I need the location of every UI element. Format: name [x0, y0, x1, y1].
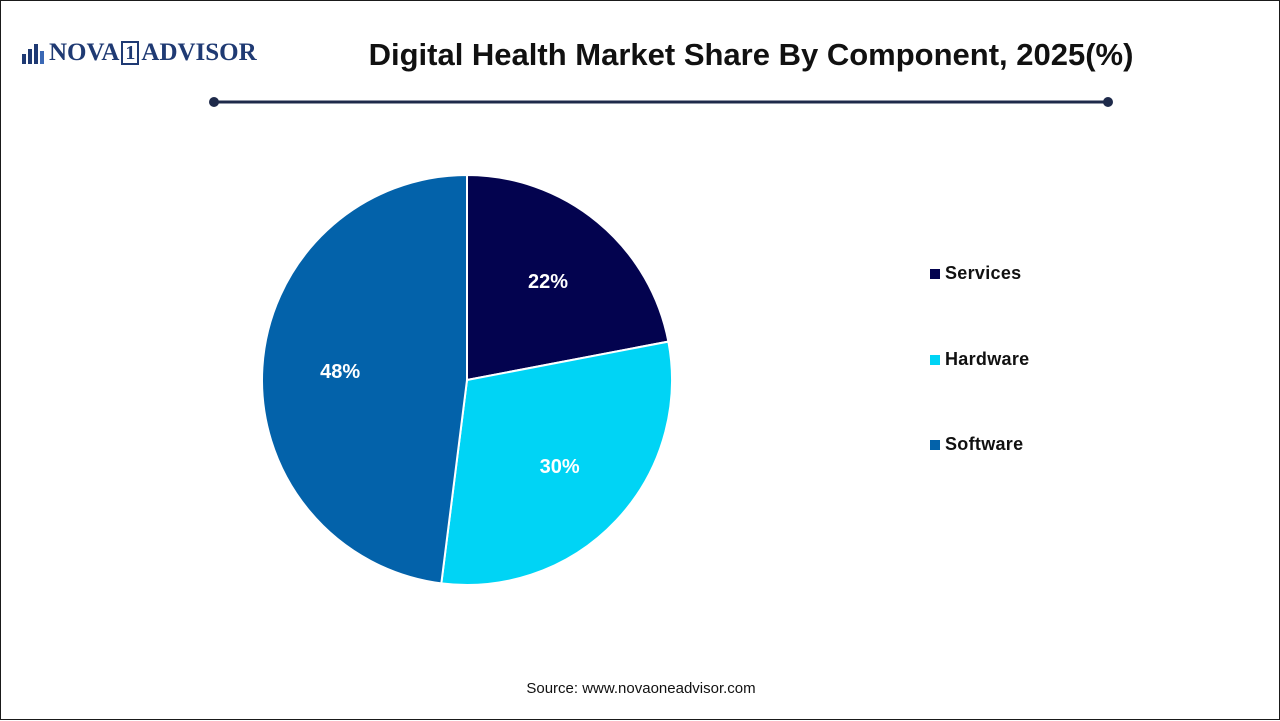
pie-slice-services: [466, 173, 670, 382]
pie-label-hardware: 30%: [540, 456, 580, 478]
pie-label-software: 48%: [320, 361, 360, 383]
legend-label-hardware: Hardware: [945, 349, 1030, 369]
title-divider: [209, 97, 1113, 107]
chart-title: Digital Health Market Share By Component…: [368, 37, 1134, 72]
divider-left-dot: [209, 97, 219, 107]
logo-text-right: ADVISOR: [141, 39, 257, 66]
legend-swatch-software: [930, 439, 940, 450]
legend-label-services: Services: [945, 263, 1022, 283]
legend-item-hardware: Hardware: [930, 349, 1029, 370]
logo-text-one: 1: [121, 41, 140, 65]
legend-swatch-services: [930, 268, 940, 279]
pie-slice-software: [261, 173, 468, 585]
legend-item-services: Services: [930, 263, 1021, 284]
legend-item-software: Software: [930, 434, 1023, 455]
brand-logo: NOVA 1 ADVISOR: [21, 39, 257, 67]
source-note: Source: www.novaoneadvisor.com: [526, 680, 756, 697]
pie-slice-hardware: [440, 340, 673, 586]
divider-right-dot: [1103, 97, 1113, 107]
logo-text-left: NOVA: [49, 39, 120, 66]
bar-chart-logo-icon: [22, 44, 44, 64]
legend-label-software: Software: [945, 434, 1024, 454]
legend-swatch-hardware: [930, 354, 940, 365]
pie-label-services: 22%: [528, 271, 568, 293]
